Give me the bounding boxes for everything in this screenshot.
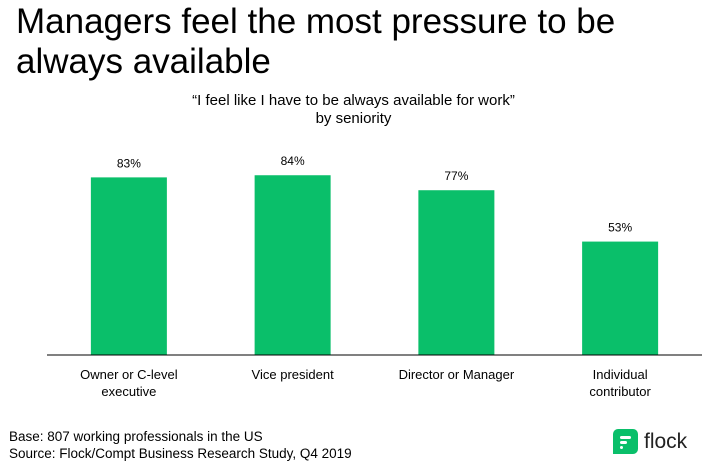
- bar-1: [90, 177, 167, 355]
- flock-logo-icon: [613, 429, 638, 454]
- bar-chart: 83% Owner or C-level executive 84% Vice pres…: [47, 154, 702, 399]
- category-label-3: Director or Manager: [399, 367, 515, 382]
- footer-base-note: Base: 807 working professionals in the U…: [9, 429, 263, 444]
- data-label-2: 84%: [281, 154, 305, 168]
- category-label-1: Owner or C-level executive: [80, 367, 178, 399]
- data-label-4: 53%: [608, 221, 632, 235]
- footer-source-note: Source: Flock/Compt Business Research St…: [9, 446, 352, 461]
- bar-2: [254, 175, 331, 355]
- category-label-4: Individual contributor: [589, 367, 651, 399]
- bar-3: [418, 190, 495, 355]
- data-label-3: 77%: [444, 169, 468, 183]
- chart-subtitle-quote: “I feel like I have to be always availab…: [192, 92, 515, 109]
- chart-subtitle-breakdown: by seniority: [315, 110, 392, 127]
- logo-wordmark: flock: [644, 430, 688, 453]
- data-label-1: 83%: [117, 156, 141, 170]
- category-label-2: Vice president: [252, 367, 335, 382]
- chart-title: Managers feel the most pressure to be al…: [16, 2, 616, 81]
- bar-4: [582, 241, 659, 355]
- flock-logo: flock: [612, 428, 687, 455]
